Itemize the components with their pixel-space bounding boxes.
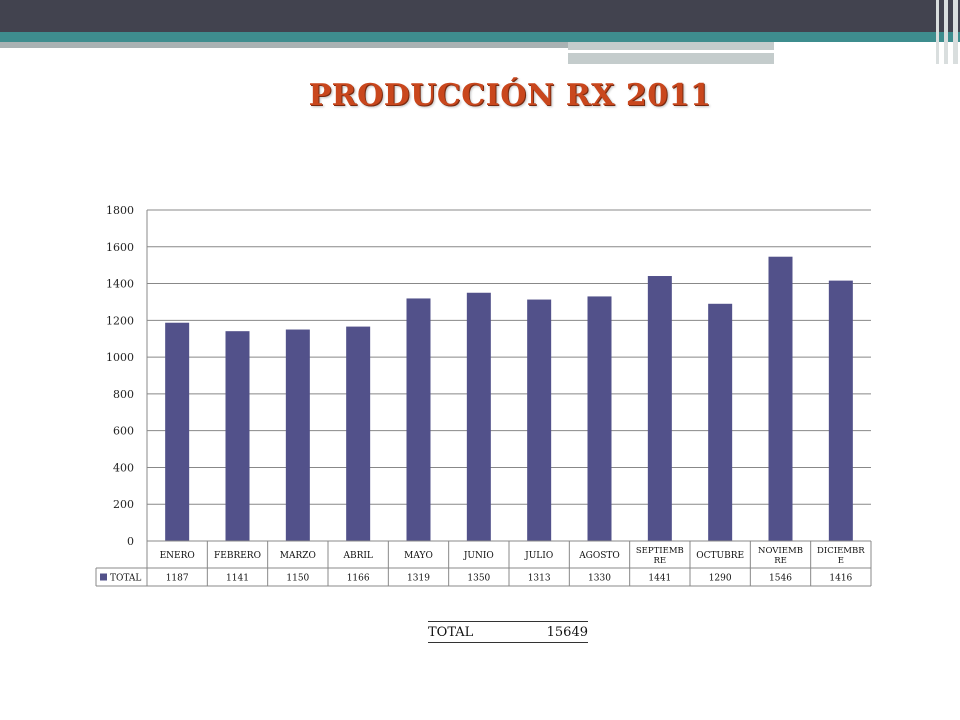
data-table-value: 1330 bbox=[588, 574, 611, 584]
y-tick-label: 1200 bbox=[106, 314, 134, 327]
bar bbox=[225, 331, 250, 541]
x-category-label: MARZO bbox=[280, 551, 316, 561]
header-band-dark bbox=[0, 0, 960, 32]
x-category-label: SEPTIEMB bbox=[636, 546, 684, 556]
y-tick-label: 1600 bbox=[106, 241, 134, 254]
y-tick-label: 0 bbox=[127, 535, 134, 548]
bar bbox=[768, 256, 793, 541]
header-stripe bbox=[944, 0, 948, 64]
total-summary: TOTAL 15649 bbox=[428, 621, 588, 643]
data-table-value: 1166 bbox=[347, 574, 370, 584]
header-band-teal bbox=[0, 32, 960, 42]
x-category-label: JUNIO bbox=[463, 551, 494, 561]
data-table-value: 1150 bbox=[286, 574, 309, 584]
x-category-label: RE bbox=[774, 556, 787, 566]
header-stripe bbox=[936, 0, 939, 64]
legend-series-name: TOTAL bbox=[110, 574, 141, 584]
bar bbox=[285, 329, 310, 541]
x-category-label: RE bbox=[654, 556, 667, 566]
data-table-value: 1141 bbox=[226, 574, 249, 584]
header-line bbox=[776, 60, 960, 64]
total-value: 15649 bbox=[546, 625, 588, 640]
data-table-value: 1319 bbox=[407, 574, 430, 584]
y-tick-label: 400 bbox=[113, 461, 134, 474]
legend-key bbox=[100, 573, 107, 581]
x-category-label: FEBRERO bbox=[214, 551, 261, 561]
y-tick-label: 200 bbox=[113, 498, 134, 511]
x-category-label: MAYO bbox=[404, 551, 433, 561]
bar bbox=[527, 299, 552, 541]
data-table-value: 1350 bbox=[467, 574, 490, 584]
bar bbox=[828, 280, 853, 541]
header-stripe bbox=[953, 0, 958, 64]
y-tick-label: 1000 bbox=[106, 351, 134, 364]
data-table-value: 1441 bbox=[648, 574, 671, 584]
x-category-label: ENERO bbox=[160, 551, 195, 561]
slide-title: PRODUCCIÓN RX 2011 bbox=[308, 78, 712, 113]
header-band-gray-right bbox=[568, 42, 774, 64]
x-category-label: E bbox=[838, 556, 844, 566]
x-category-label: AGOSTO bbox=[578, 551, 620, 561]
bar bbox=[165, 322, 190, 541]
data-table-value: 1416 bbox=[829, 574, 852, 584]
data-table-value: 1290 bbox=[709, 574, 732, 584]
x-category-label: JULIO bbox=[524, 551, 553, 561]
y-tick-label: 1400 bbox=[106, 278, 134, 291]
total-label: TOTAL bbox=[428, 625, 474, 640]
header-line bbox=[568, 50, 888, 53]
x-category-label: NOVIEMB bbox=[758, 546, 803, 556]
x-category-label: ABRIL bbox=[342, 551, 372, 561]
x-category-label: DICIEMBR bbox=[817, 546, 865, 556]
bar bbox=[466, 292, 491, 541]
x-category-label: OCTUBRE bbox=[696, 551, 744, 561]
data-table-value: 1187 bbox=[166, 574, 189, 584]
bar bbox=[406, 298, 431, 541]
bar bbox=[708, 303, 733, 541]
y-tick-label: 600 bbox=[113, 425, 134, 438]
bar bbox=[647, 276, 672, 541]
y-tick-label: 1800 bbox=[106, 204, 134, 217]
header-band-gray bbox=[0, 42, 568, 48]
bar bbox=[587, 296, 612, 541]
y-tick-label: 800 bbox=[113, 388, 134, 401]
data-table-value: 1546 bbox=[769, 574, 792, 584]
data-table-value: 1313 bbox=[528, 574, 551, 584]
bar bbox=[346, 326, 371, 541]
